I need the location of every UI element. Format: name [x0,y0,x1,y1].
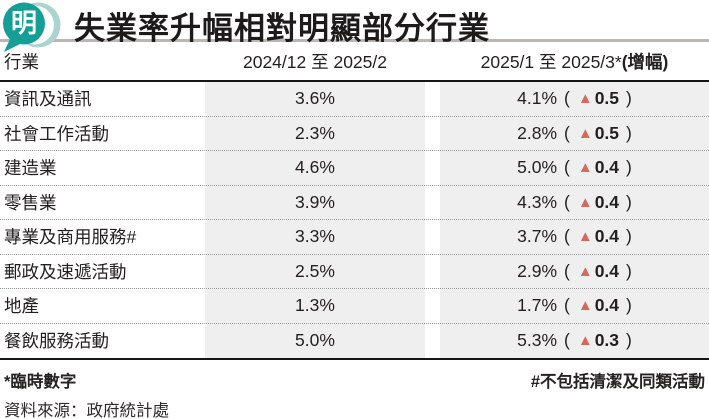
open-paren: ( [564,330,570,351]
close-paren: ) [626,295,632,316]
current-rate-cell: 5.0% ( ▲ 0.4 ) [440,151,709,185]
column-header-prev-period: 2024/12 至 2025/2 [242,51,387,72]
industry-name: 建造業 [4,158,57,179]
up-triangle-icon: ▲ [577,90,593,108]
current-rate: 4.3% [517,191,558,212]
table-header-row: 行業 2024/12 至 2025/2 2025/1 至 2025/3* (增幅… [0,42,709,82]
up-triangle-icon: ▲ [577,228,593,246]
open-paren: ( [564,88,570,109]
column-gap [425,289,440,323]
data-source: 資料來源：政府統計處 [4,402,169,419]
up-triangle-icon: ▲ [577,124,593,142]
table-row: 建造業 4.6% 5.0% ( ▲ 0.4 ) [0,151,709,186]
delta-value: 0.4 [594,260,620,281]
prev-rate: 3.6% [205,82,425,116]
open-paren: ( [564,226,570,247]
delta-value: 0.4 [594,191,620,212]
industry-name: 社會工作活動 [4,123,109,144]
close-paren: ) [626,191,632,212]
current-rate: 5.0% [517,157,558,178]
current-rate-cell: 1.7% ( ▲ 0.4 ) [440,289,709,323]
open-paren: ( [564,191,570,212]
current-rate-cell: 4.1% ( ▲ 0.5 ) [440,82,709,116]
current-rate: 2.9% [517,260,558,281]
column-header-industry: 行業 [4,51,39,72]
column-header-curr-period: 2025/1 至 2025/3* (增幅) [440,49,709,74]
delta-value: 0.5 [594,122,620,143]
delta-value: 0.4 [594,295,620,316]
prev-rate: 1.3% [205,289,425,323]
open-paren: ( [564,157,570,178]
prev-rate: 5.0% [205,323,425,358]
open-paren: ( [564,260,570,281]
column-gap [425,117,440,151]
up-triangle-icon: ▲ [577,193,593,211]
industry-name: 資訊及通訊 [4,89,92,110]
delta-value: 0.4 [594,157,620,178]
current-rate: 2.8% [517,122,558,143]
table-row: 地產 1.3% 1.7% ( ▲ 0.4 ) [0,289,709,324]
up-triangle-icon: ▲ [577,332,593,350]
open-paren: ( [564,122,570,143]
curr-period-text: 2025/1 至 2025/3* [480,51,622,72]
current-rate: 4.1% [517,88,558,109]
current-rate: 1.7% [517,295,558,316]
svg-text:明: 明 [11,8,37,38]
prev-rate: 2.3% [205,116,425,150]
column-gap [425,151,440,185]
footnote-exclusion: #不包括清潔及同類活動 [530,373,705,391]
delta-value: 0.3 [594,330,620,351]
table-body: 資訊及通訊 3.6% 4.1% ( ▲ 0.5 ) 社會工作活動 2.3% 2.… [0,82,709,360]
table-row: 社會工作活動 2.3% 2.8% ( ▲ 0.5 ) [0,116,709,151]
close-paren: ) [626,88,632,109]
footnote-provisional: *臨時數字 [4,373,77,391]
prev-rate: 3.3% [205,220,425,254]
current-rate-cell: 4.3% ( ▲ 0.4 ) [440,185,709,219]
up-triangle-icon: ▲ [577,297,593,315]
close-paren: ) [626,157,632,178]
page-title: 失業率升幅相對明顯部分行業 [74,11,490,46]
up-triangle-icon: ▲ [577,159,593,177]
table-row: 餐飲服務活動 5.0% 5.3% ( ▲ 0.3 ) [0,323,709,359]
current-rate-cell: 2.8% ( ▲ 0.5 ) [440,116,709,150]
column-gap [425,255,440,289]
open-paren: ( [564,295,570,316]
table-row: 資訊及通訊 3.6% 4.1% ( ▲ 0.5 ) [0,82,709,117]
current-rate: 5.3% [517,330,558,351]
table-row: 專業及商用服務# 3.3% 3.7% ( ▲ 0.4 ) [0,220,709,255]
column-gap [425,82,440,116]
industry-name: 地產 [4,296,39,317]
column-gap [425,186,440,220]
column-gap [425,324,440,359]
close-paren: ) [626,226,632,247]
industry-name: 專業及商用服務# [4,227,137,248]
delta-value: 0.4 [594,226,620,247]
current-rate: 3.7% [517,226,558,247]
up-triangle-icon: ▲ [577,262,593,280]
curr-period-increase-label: (增幅) [621,51,669,72]
current-rate-cell: 3.7% ( ▲ 0.4 ) [440,220,709,254]
masthead: 明 失業率升幅相對明顯部分行業 [0,0,709,52]
prev-rate: 3.9% [205,185,425,219]
prev-rate: 2.5% [205,254,425,288]
mingpao-logo-icon: 明 [3,2,61,52]
table-row: 零售業 3.9% 4.3% ( ▲ 0.4 ) [0,185,709,220]
footnotes: *臨時數字 #不包括清潔及同類活動 [0,360,709,392]
industry-name: 零售業 [4,192,57,213]
prev-rate: 4.6% [205,151,425,185]
close-paren: ) [626,330,632,351]
current-rate-cell: 2.9% ( ▲ 0.4 ) [440,254,709,288]
current-rate-cell: 5.3% ( ▲ 0.3 ) [440,323,709,358]
industry-name: 餐飲服務活動 [4,331,109,352]
industry-name: 郵政及速遞活動 [4,261,127,282]
table-row: 郵政及速遞活動 2.5% 2.9% ( ▲ 0.4 ) [0,254,709,289]
column-gap [425,220,440,254]
close-paren: ) [626,122,632,143]
close-paren: ) [626,260,632,281]
delta-value: 0.5 [594,88,620,109]
